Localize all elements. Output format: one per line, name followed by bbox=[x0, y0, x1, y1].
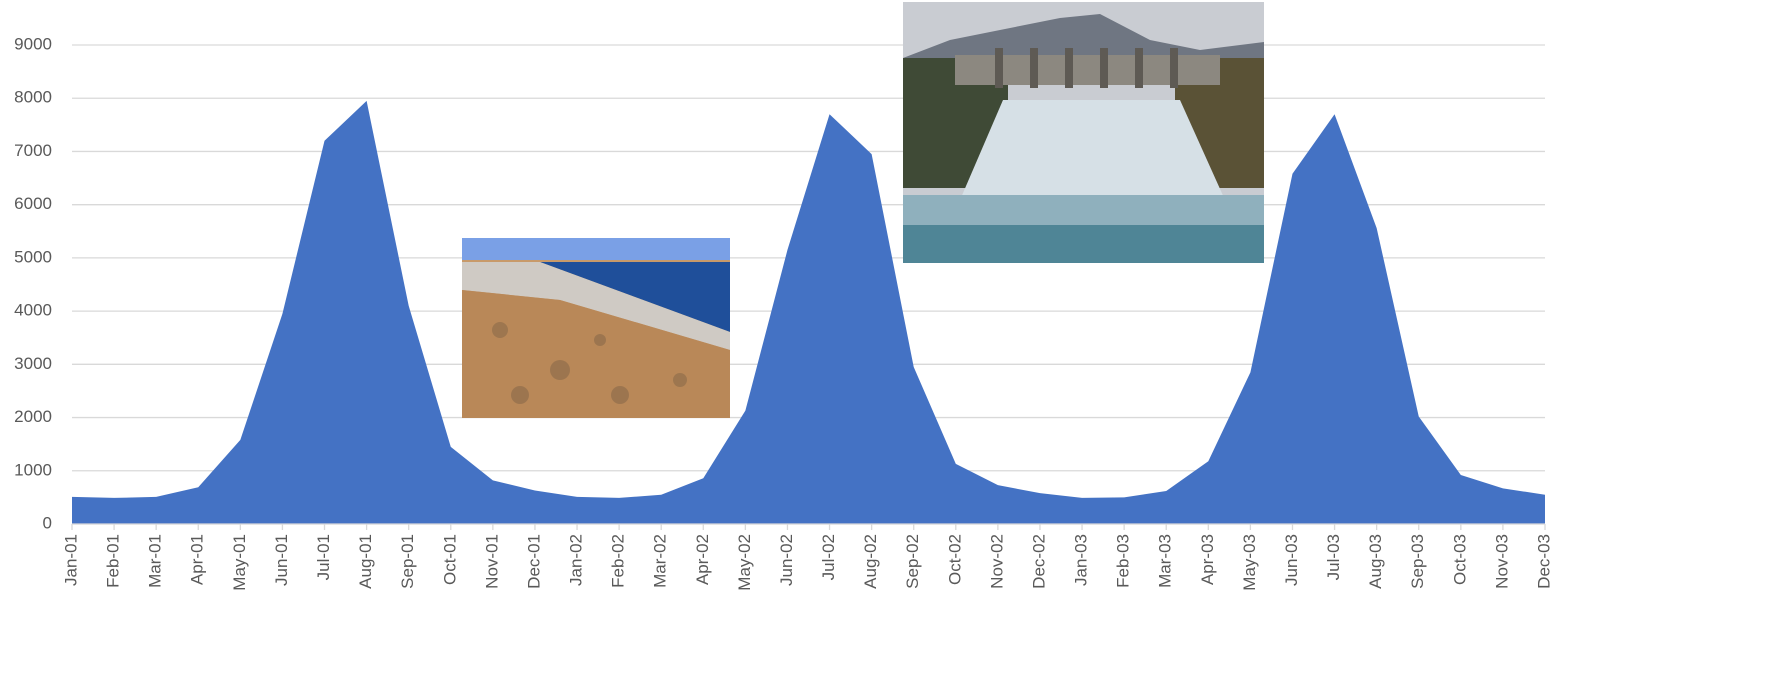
x-tick-label: Dec-01 bbox=[524, 534, 543, 589]
x-tick-label: Jun-02 bbox=[777, 534, 796, 586]
x-tick-label: Jan-03 bbox=[1072, 534, 1091, 586]
chart: 0 1000 2000 3000 4000 5000 6000 7000 8000 9000 Jan… bbox=[0, 0, 1775, 685]
x-tick-label: Feb-03 bbox=[1114, 534, 1133, 588]
x-tick-label: Aug-01 bbox=[356, 534, 375, 589]
y-tick-label: 5000 bbox=[14, 247, 52, 266]
x-tick-label: Jun-01 bbox=[272, 534, 291, 586]
y-tick-label: 6000 bbox=[14, 194, 52, 213]
x-tick-label: Apr-01 bbox=[188, 534, 207, 585]
x-tick-label: May-02 bbox=[735, 534, 754, 591]
x-tick-label: Jun-03 bbox=[1282, 534, 1301, 586]
y-tick-label: 8000 bbox=[14, 88, 52, 107]
x-tick-label: Apr-02 bbox=[693, 534, 712, 585]
y-tick-label: 9000 bbox=[14, 34, 52, 53]
y-tick-label: 7000 bbox=[14, 141, 52, 160]
x-tick-label: Jul-03 bbox=[1324, 534, 1343, 580]
x-tick-label: Mar-01 bbox=[146, 534, 165, 588]
y-tick-label: 4000 bbox=[14, 301, 52, 320]
x-tick-label: Nov-02 bbox=[987, 534, 1006, 589]
x-tick-label: Feb-02 bbox=[609, 534, 628, 588]
x-tick-label: Nov-03 bbox=[1492, 534, 1511, 589]
x-tick-label: Mar-02 bbox=[651, 534, 670, 588]
x-tick-label: Aug-02 bbox=[861, 534, 880, 589]
x-tick-label: Dec-03 bbox=[1534, 534, 1553, 589]
x-tick-label: Oct-03 bbox=[1450, 534, 1469, 585]
y-tick-label: 2000 bbox=[14, 407, 52, 426]
x-tick-label: Sep-03 bbox=[1408, 534, 1427, 589]
photo-dam-spillway bbox=[903, 2, 1264, 263]
x-tick-label: Feb-01 bbox=[104, 534, 123, 588]
y-tick-label: 1000 bbox=[14, 460, 52, 479]
x-tick-label: May-03 bbox=[1240, 534, 1259, 591]
x-tick-label: Nov-01 bbox=[482, 534, 501, 589]
photo-embankment bbox=[462, 238, 730, 418]
area bbox=[72, 101, 1545, 524]
x-tick-label: Jan-01 bbox=[61, 534, 80, 586]
y-tick-label: 0 bbox=[43, 513, 52, 532]
x-tick-label: Mar-03 bbox=[1156, 534, 1175, 588]
x-tick-label: Oct-01 bbox=[440, 534, 459, 585]
x-tick-label: Oct-02 bbox=[945, 534, 964, 585]
x-tick-label: Dec-02 bbox=[1029, 534, 1048, 589]
x-tick-label: Apr-03 bbox=[1198, 534, 1217, 585]
x-tick-label: Aug-03 bbox=[1366, 534, 1385, 589]
x-tick-label: Sep-02 bbox=[903, 534, 922, 589]
x-tick-label: Jan-02 bbox=[567, 534, 586, 586]
y-tick-label: 3000 bbox=[14, 354, 52, 373]
x-tick-label: Jul-02 bbox=[819, 534, 838, 580]
x-tick-label: Jul-01 bbox=[314, 534, 333, 580]
plot-area: 0 1000 2000 3000 4000 5000 6000 7000 8000 9000 Jan… bbox=[14, 34, 1553, 590]
x-tick-label: May-01 bbox=[230, 534, 249, 591]
x-tick-label: Sep-01 bbox=[398, 534, 417, 589]
